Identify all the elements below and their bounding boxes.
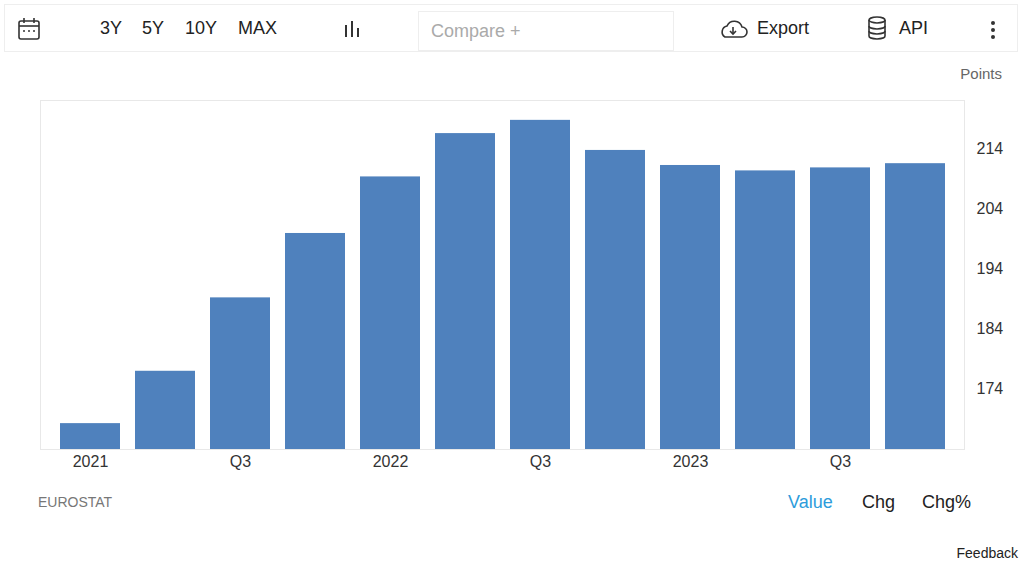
html-text:Export: Export (757, 18, 809, 38)
html-text:API: API (899, 18, 928, 38)
svg-text:184: 184 (977, 320, 1004, 337)
html-text:EUROSTAT: EUROSTAT (38, 494, 113, 510)
html-text:MAX: MAX (238, 18, 277, 38)
html-text:5Y: 5Y (142, 18, 164, 38)
svg-text:174: 174 (977, 380, 1004, 397)
svg-text:194: 194 (977, 260, 1004, 277)
html-text:Points: Points (960, 65, 1002, 82)
html-text:Feedback: Feedback (956, 545, 1018, 561)
html-text:Compare +: Compare + (431, 21, 521, 41)
svg-text:214: 214 (977, 140, 1004, 157)
html-text:Chg%: Chg% (922, 492, 971, 512)
html-text:Value: Value (788, 492, 833, 512)
svg-text:2022: 2022 (373, 453, 409, 470)
html-text:Chg: Chg (862, 492, 895, 512)
html-text:10Y: 10Y (185, 18, 217, 38)
svg-text:2021: 2021 (73, 453, 109, 470)
svg-text:Q3: Q3 (530, 453, 551, 470)
svg-text:204: 204 (977, 200, 1004, 217)
svg-text:Q3: Q3 (830, 453, 851, 470)
svg-text:2023: 2023 (673, 453, 709, 470)
html-text:3Y: 3Y (100, 18, 122, 38)
svg-text:Q3: Q3 (230, 453, 251, 470)
